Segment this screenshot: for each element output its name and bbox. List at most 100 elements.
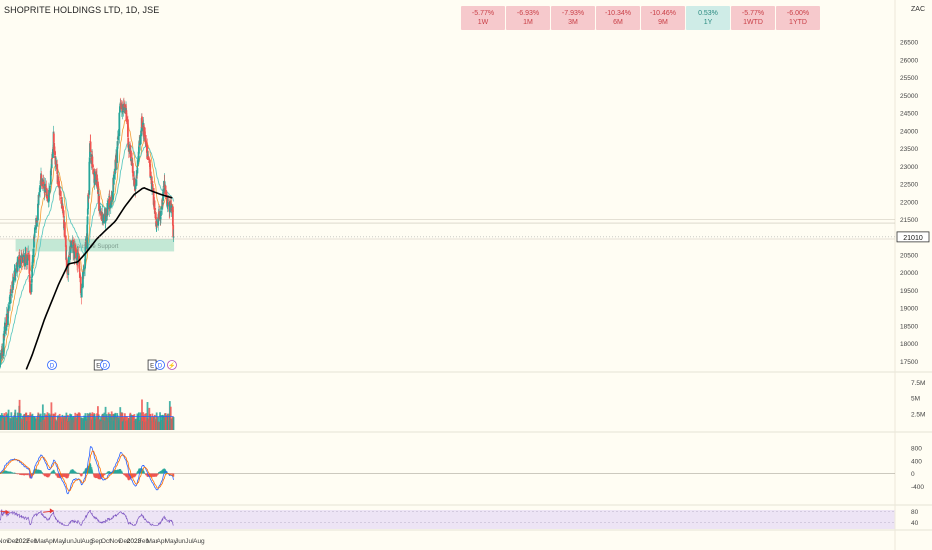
rsi-band	[0, 510, 895, 529]
price-tick: 26000	[900, 57, 918, 64]
candle-body	[22, 255, 25, 258]
volume-bar	[23, 414, 26, 430]
candle-body	[76, 265, 79, 267]
volume-bar	[106, 417, 109, 430]
volume-bar	[81, 417, 83, 430]
macd-histogram-bar	[14, 473, 17, 474]
time-tick: Jun	[63, 538, 74, 545]
macd-histogram-bar	[31, 473, 33, 476]
candle-body	[152, 188, 155, 205]
candle-body	[24, 253, 26, 267]
candle-body	[45, 188, 48, 199]
volume-bar	[74, 421, 77, 430]
candle-body	[56, 164, 59, 175]
candle-body	[102, 214, 105, 224]
candle-body	[147, 154, 150, 156]
candle-body	[109, 203, 112, 208]
volume-bar	[25, 412, 28, 430]
price-tick: 22000	[900, 199, 918, 206]
candle-body	[82, 271, 85, 274]
event-marker-label: D	[50, 364, 55, 370]
macd-histogram-bar	[53, 471, 55, 474]
candle-body	[139, 134, 142, 145]
macd-histogram-bar	[31, 472, 34, 474]
split-marker	[167, 360, 177, 370]
candle-body	[147, 156, 150, 160]
candle-body	[168, 202, 171, 213]
candle-body	[3, 326, 6, 337]
candle-body	[26, 254, 29, 261]
macd-histogram-bar	[143, 472, 145, 474]
macd-histogram-bar	[113, 470, 115, 474]
macd-histogram-bar	[8, 471, 10, 474]
candle-body	[82, 272, 84, 288]
volume-bar	[168, 401, 171, 430]
candle-body	[88, 161, 91, 195]
macd-histogram-bar	[156, 473, 158, 476]
candle-body	[123, 105, 126, 110]
macd-line	[0, 446, 174, 495]
time-tick: Jul	[74, 538, 83, 545]
volume-tick: 5M	[911, 396, 920, 403]
macd-histogram-bar	[91, 471, 94, 474]
candle-body	[86, 208, 89, 215]
macd-histogram-bar	[68, 473, 70, 475]
macd-histogram-bar	[157, 473, 160, 475]
volume-bar	[121, 412, 124, 430]
candle-body	[52, 133, 55, 143]
time-tick: 2022	[15, 538, 30, 545]
candle-body	[48, 189, 50, 202]
perf-period: 1M	[523, 19, 533, 26]
candle-body	[136, 167, 139, 174]
candle-body	[69, 245, 72, 254]
candle-body	[129, 145, 131, 149]
volume-bar	[158, 421, 161, 430]
candle-body	[117, 134, 120, 141]
perf-period: 3M	[568, 19, 578, 26]
perf-value: 0.53%	[698, 10, 718, 17]
candle-body	[111, 200, 113, 202]
candle-body	[72, 244, 75, 254]
perf-cell: -5.77% 1W	[461, 6, 505, 30]
time-tick: Aug	[81, 538, 93, 545]
volume-bar	[111, 417, 113, 430]
volume-bar	[76, 414, 79, 430]
candle-body	[28, 274, 31, 282]
macd-histogram-bar	[49, 473, 52, 474]
candle-body	[29, 290, 32, 292]
candle-body	[83, 268, 86, 270]
candle-body	[68, 255, 71, 257]
candle-body	[121, 107, 124, 111]
volume-bar	[147, 418, 150, 430]
candle-body	[156, 221, 158, 226]
candle-body	[74, 250, 77, 252]
macd-histogram-bar	[55, 473, 58, 476]
candle-body	[120, 103, 123, 109]
candle-body	[110, 201, 112, 204]
candle-body	[87, 194, 90, 210]
macd-histogram-bar	[121, 473, 124, 474]
candle-body	[143, 126, 146, 137]
candle-body	[146, 144, 149, 159]
candle-body	[53, 142, 56, 152]
candle-body	[121, 110, 124, 113]
candle-body	[136, 160, 139, 166]
candle-body	[132, 178, 135, 180]
volume-bar	[33, 416, 36, 430]
candle-body	[125, 110, 128, 121]
candle-body	[110, 195, 113, 202]
perf-cell: 0.53% 1Y	[686, 6, 730, 30]
candle-body	[13, 270, 16, 272]
perf-value: -6.93%	[516, 10, 540, 17]
macd-histogram-bar	[41, 473, 44, 474]
macd-histogram-bar	[109, 471, 111, 474]
performance-strip: -5.77% 1W -6.93% 1M -7.93% 3M -10.34% 6M -10.46%…	[461, 6, 821, 30]
volume-bar	[132, 419, 135, 430]
candle-body	[138, 141, 141, 144]
candle-body	[55, 160, 57, 167]
candle-body	[80, 288, 83, 298]
candle-body	[59, 190, 62, 197]
candle-body	[87, 193, 90, 197]
macd-histogram-bar	[76, 473, 79, 474]
